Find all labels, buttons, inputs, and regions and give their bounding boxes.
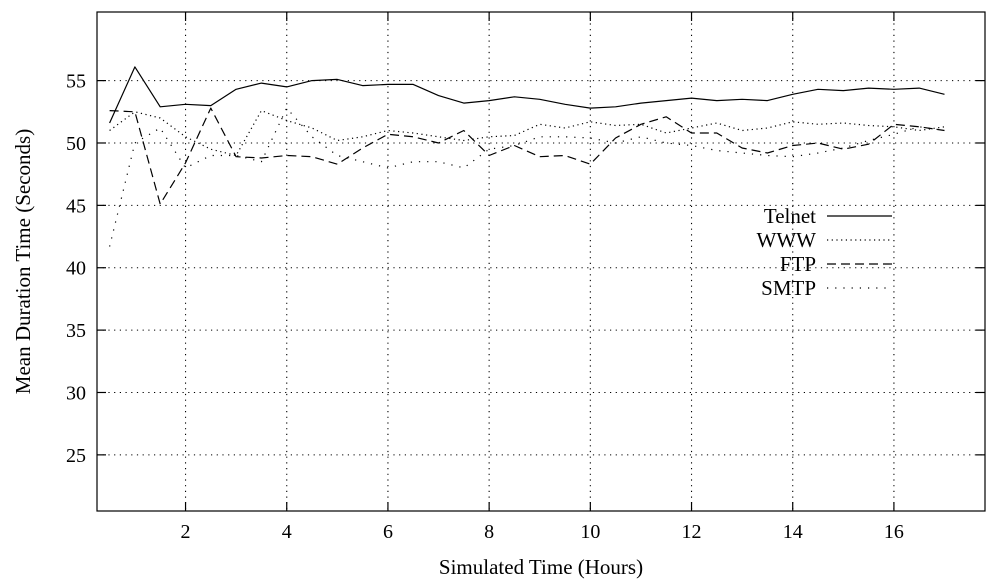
series-line-telnet <box>109 66 945 124</box>
grid <box>97 12 985 511</box>
x-tick-label: 8 <box>484 521 494 543</box>
legend-label-telnet: Telnet <box>764 204 816 228</box>
series-line-smtp <box>109 107 945 247</box>
legend-label-www: WWW <box>757 228 817 252</box>
x-axis-label: Simulated Time (Hours) <box>439 555 643 579</box>
y-tick-label: 40 <box>66 258 86 280</box>
plot-frame <box>96 11 986 512</box>
x-tick-label: 12 <box>682 521 702 543</box>
series-lines <box>109 66 945 247</box>
series-line-www <box>109 109 945 157</box>
y-axis-label: Mean Duration Time (Seconds) <box>11 129 35 394</box>
legend-label-smtp: SMTP <box>761 276 816 300</box>
x-tick-label: 14 <box>783 521 803 543</box>
axis-ticks <box>97 12 985 511</box>
x-tick-label: 4 <box>282 521 292 543</box>
y-tick-label: 25 <box>66 445 86 467</box>
series-line-ftp <box>109 107 945 205</box>
x-tick-label: 10 <box>580 521 600 543</box>
legend-label-ftp: FTP <box>780 252 816 276</box>
x-tick-label: 2 <box>181 521 191 543</box>
x-tick-label: 16 <box>884 521 904 543</box>
x-tick-label: 6 <box>383 521 393 543</box>
y-tick-label: 45 <box>66 195 86 217</box>
y-tick-label: 35 <box>66 320 86 342</box>
y-tick-label: 50 <box>66 133 86 155</box>
y-tick-label: 55 <box>66 71 86 93</box>
y-tick-label: 30 <box>66 382 86 404</box>
tick-labels: 2 4 6 8 10 12 14 16 25 30 35 40 45 50 55 <box>66 71 904 543</box>
